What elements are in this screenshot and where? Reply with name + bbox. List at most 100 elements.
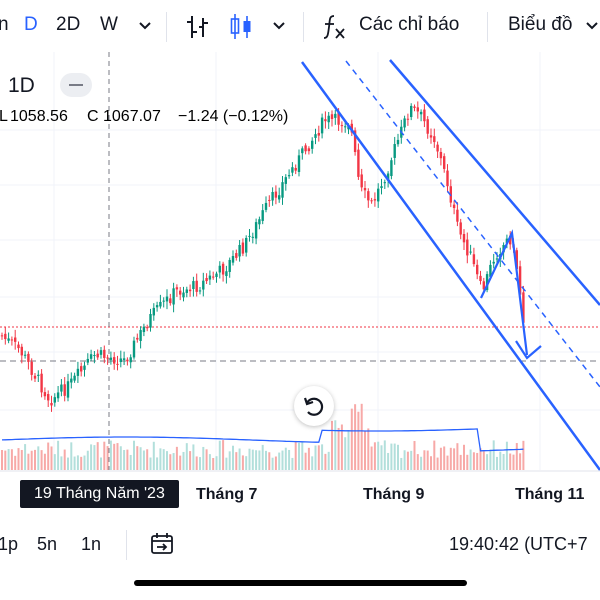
volume-bar [499, 451, 502, 470]
volume-bar [288, 449, 291, 470]
volume-bar [347, 430, 350, 470]
channel-mid-line [345, 60, 600, 388]
candle-body [17, 344, 20, 349]
volume-bar [228, 451, 231, 470]
candle-body [182, 292, 185, 298]
volume-bar [519, 453, 522, 470]
candle-body [377, 188, 380, 202]
interval-day-button[interactable]: D [24, 14, 38, 35]
indicators-button[interactable]: Các chỉ báo [359, 14, 460, 35]
volume-bar [179, 455, 182, 470]
volume-bar [496, 456, 498, 470]
volume-bar [301, 442, 304, 470]
volume-bar [307, 447, 310, 470]
candle-body [452, 204, 456, 209]
candle-body [274, 191, 278, 198]
candle-body [122, 358, 126, 360]
ohlc-change: −1.24 (−0.12%) [178, 108, 289, 125]
crosshair-date-label: 19 Tháng Năm '23 [20, 480, 179, 508]
candle-body [185, 289, 188, 293]
candle-body [419, 111, 423, 115]
bar-style-icon[interactable] [184, 13, 212, 41]
candle-style-icon[interactable] [228, 12, 254, 42]
candle-body [152, 307, 155, 316]
chart-type-button[interactable]: Biểu đồ [508, 14, 573, 35]
volume-bars [1, 403, 525, 470]
volume-bar [420, 456, 423, 470]
volume-bar [403, 450, 406, 470]
volume-bar [70, 442, 73, 470]
candle-body [429, 135, 433, 138]
volume-bar [469, 449, 472, 470]
volume-bar [479, 448, 482, 470]
candle-body [146, 327, 149, 329]
volume-bar [172, 453, 175, 470]
range-1p-button[interactable]: 1p [0, 534, 19, 554]
candle-body [446, 170, 449, 187]
volume-bar [482, 451, 485, 470]
candle-body [390, 160, 393, 177]
range-1n-button[interactable]: 1n [81, 534, 102, 554]
chevron-down-icon[interactable] [137, 20, 153, 32]
toolbar-divider [166, 12, 167, 42]
volume-bar [387, 452, 390, 470]
volume-bar [515, 443, 518, 470]
legend-period: 1D [8, 74, 35, 97]
volume-bar [380, 445, 383, 470]
volume-bar [63, 449, 66, 470]
toolbar-divider [303, 12, 304, 42]
candle-body [324, 119, 327, 122]
candle-body [70, 378, 73, 383]
candle-body [433, 136, 436, 143]
candle-body [297, 155, 301, 172]
volume-bar [166, 451, 168, 470]
minus-icon [69, 84, 83, 86]
candle-body [271, 192, 274, 201]
chevron-down-icon[interactable] [584, 20, 600, 32]
volume-bar [30, 450, 33, 470]
volume-bar [436, 457, 439, 470]
candle-body [291, 167, 294, 173]
x-axis-label-jul: Tháng 7 [196, 486, 258, 503]
volume-bar [123, 450, 126, 470]
candle-body [423, 109, 426, 122]
candle-body [198, 290, 202, 292]
candle-body [113, 357, 116, 364]
candle-body [443, 156, 446, 169]
range-5n-button[interactable]: 5n [37, 534, 58, 554]
chart-area[interactable] [0, 52, 600, 524]
candle-body [76, 368, 80, 376]
bottom-toolbar: 1p 5n 1n 19:40:42 (UTC+7 [0, 524, 600, 564]
ohlc-low-value: 1058.56 [10, 108, 68, 125]
volume-bar [24, 444, 27, 470]
volume-bar [205, 449, 208, 470]
price-chart[interactable] [0, 52, 600, 524]
legend-collapse-button[interactable] [60, 73, 92, 97]
ohlc-low-label: L [0, 108, 8, 125]
chevron-down-icon[interactable] [271, 20, 287, 32]
volume-bar [410, 450, 413, 470]
candle-body [208, 275, 212, 280]
interval-2d-button[interactable]: 2D [56, 14, 81, 35]
volume-bar [202, 446, 205, 470]
channel-upper-line [389, 59, 600, 306]
volume-bar [169, 454, 172, 470]
date-range-icon[interactable] [148, 530, 176, 558]
reset-chart-button[interactable] [294, 386, 334, 426]
volume-bar [459, 454, 462, 470]
volume-bar [100, 457, 102, 470]
clock-timezone[interactable]: 19:40:42 (UTC+7 [449, 534, 588, 554]
range-button-partial[interactable]: n [0, 14, 9, 35]
fx-icon[interactable] [322, 12, 348, 42]
candle-body [63, 384, 66, 396]
volume-bar [397, 444, 399, 470]
volume-bar [175, 446, 178, 470]
volume-bar [476, 452, 479, 470]
candle-body [93, 355, 96, 357]
volume-bar [463, 444, 465, 470]
interval-week-button[interactable]: W [100, 14, 118, 35]
candle-body [410, 105, 413, 118]
candle-body [80, 366, 83, 372]
candle-body [436, 144, 439, 152]
volume-bar [235, 452, 238, 470]
